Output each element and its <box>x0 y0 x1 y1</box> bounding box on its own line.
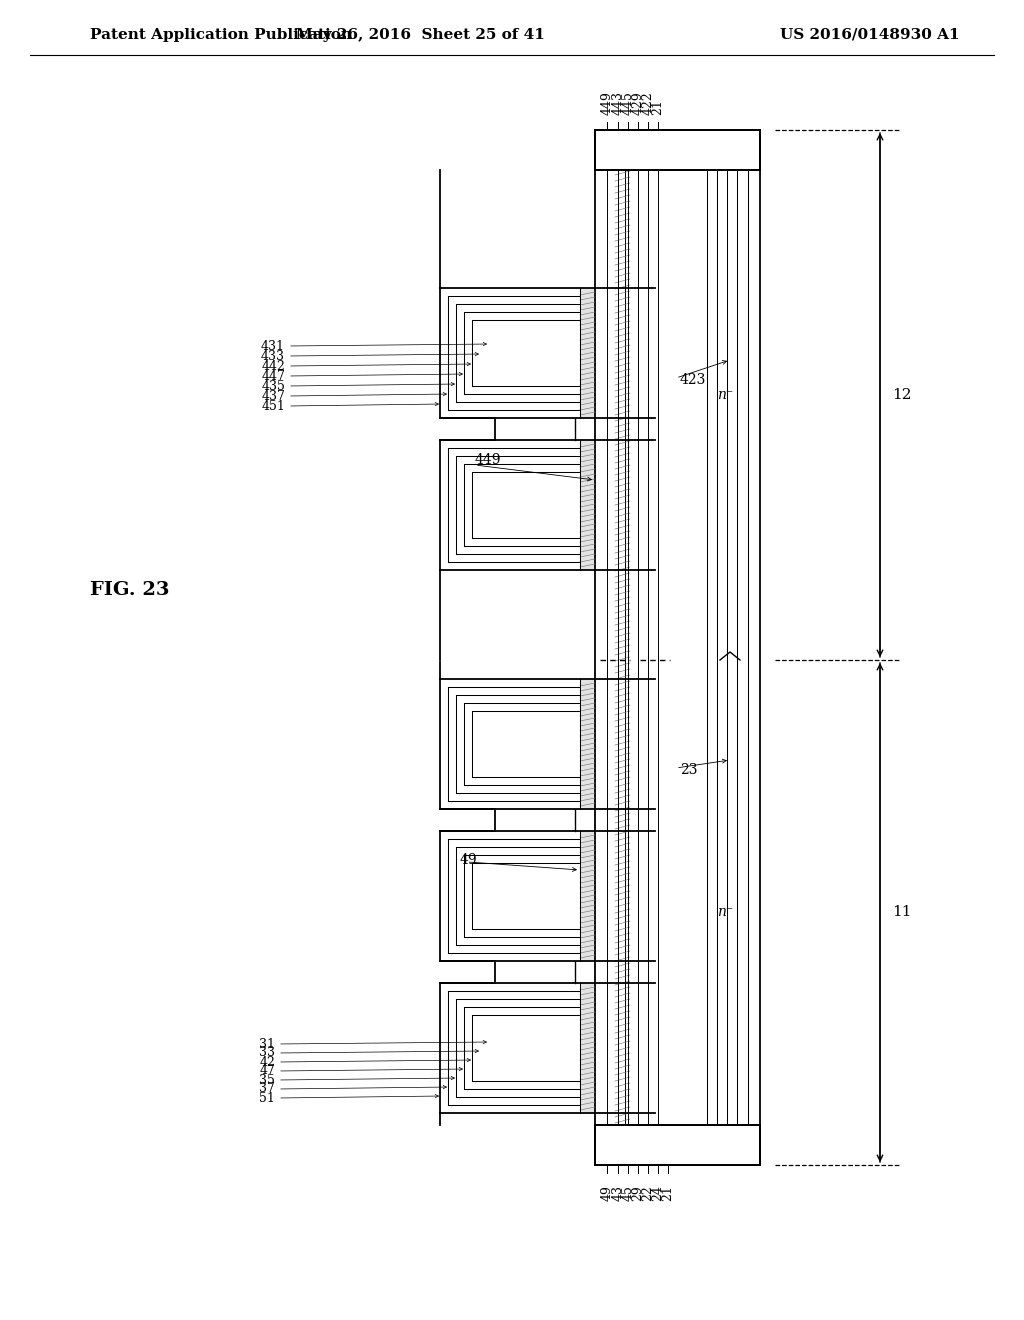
Text: 435: 435 <box>261 380 285 392</box>
Text: 423: 423 <box>680 374 707 387</box>
Text: FIG. 23: FIG. 23 <box>90 581 170 599</box>
Text: 24: 24 <box>651 1185 665 1201</box>
Text: 42: 42 <box>259 1056 275 1068</box>
Text: 12: 12 <box>892 388 911 403</box>
Text: 443: 443 <box>611 91 625 115</box>
Bar <box>580 983 595 1113</box>
Bar <box>595 1125 760 1166</box>
Text: 31: 31 <box>259 1038 275 1051</box>
Bar <box>595 129 760 170</box>
Text: May 26, 2016  Sheet 25 of 41: May 26, 2016 Sheet 25 of 41 <box>296 28 545 42</box>
Text: n⁻: n⁻ <box>717 906 733 920</box>
Text: 22: 22 <box>641 1185 654 1201</box>
Text: 47: 47 <box>259 1064 275 1077</box>
Text: 451: 451 <box>261 400 285 412</box>
Bar <box>580 440 595 570</box>
Bar <box>580 678 595 809</box>
Text: 33: 33 <box>259 1047 275 1060</box>
Text: n⁻: n⁻ <box>717 388 733 403</box>
Text: 431: 431 <box>261 339 285 352</box>
Text: 51: 51 <box>259 1092 275 1105</box>
Text: 21: 21 <box>662 1185 675 1201</box>
Bar <box>580 288 595 418</box>
Text: 445: 445 <box>622 91 635 115</box>
Text: 449: 449 <box>475 453 502 467</box>
Text: 447: 447 <box>261 370 285 383</box>
Text: 37: 37 <box>259 1082 275 1096</box>
Text: 49: 49 <box>600 1185 613 1201</box>
Text: 433: 433 <box>261 350 285 363</box>
Text: US 2016/0148930 A1: US 2016/0148930 A1 <box>780 28 959 42</box>
Text: 49: 49 <box>460 853 477 867</box>
Bar <box>580 832 595 961</box>
Text: 422: 422 <box>641 91 654 115</box>
Text: 23: 23 <box>680 763 697 777</box>
Text: 437: 437 <box>261 389 285 403</box>
Text: 29: 29 <box>632 1185 644 1201</box>
Text: 45: 45 <box>622 1185 635 1201</box>
Text: 35: 35 <box>259 1073 275 1086</box>
Text: 442: 442 <box>261 359 285 372</box>
Text: 449: 449 <box>600 91 613 115</box>
Text: 429: 429 <box>632 91 644 115</box>
Text: Patent Application Publication: Patent Application Publication <box>90 28 352 42</box>
Text: 11: 11 <box>892 906 911 920</box>
Text: 21: 21 <box>651 99 665 115</box>
Text: 43: 43 <box>611 1185 625 1201</box>
